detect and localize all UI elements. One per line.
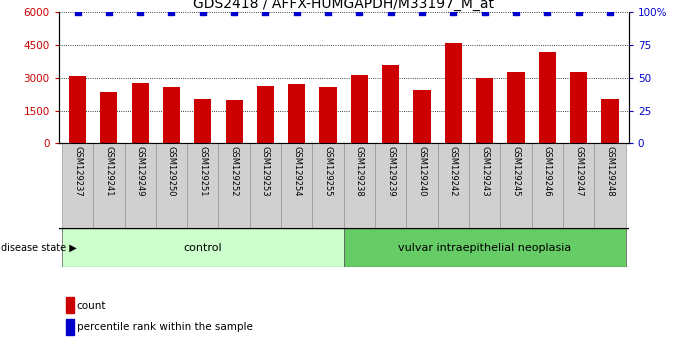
Text: disease state ▶: disease state ▶ <box>1 243 77 253</box>
Bar <box>469 143 500 228</box>
Bar <box>288 84 305 143</box>
Bar <box>413 90 430 143</box>
Bar <box>62 228 344 267</box>
Text: GSM129251: GSM129251 <box>198 146 207 196</box>
Bar <box>563 143 594 228</box>
Bar <box>156 143 187 228</box>
Bar <box>312 143 343 228</box>
Bar <box>194 99 211 143</box>
Title: GDS2418 / AFFX-HUMGAPDH/M33197_M_at: GDS2418 / AFFX-HUMGAPDH/M33197_M_at <box>193 0 494 11</box>
Point <box>104 10 115 15</box>
Point <box>229 10 240 15</box>
Bar <box>531 143 563 228</box>
Bar <box>539 52 556 143</box>
Text: GSM129242: GSM129242 <box>449 146 458 196</box>
Bar <box>476 78 493 143</box>
Text: GSM129240: GSM129240 <box>417 146 426 196</box>
Bar <box>375 143 406 228</box>
Text: GSM129252: GSM129252 <box>229 146 238 196</box>
Bar <box>218 143 250 228</box>
Point <box>385 10 396 15</box>
Text: GSM129241: GSM129241 <box>104 146 113 196</box>
Bar <box>93 143 124 228</box>
Point <box>542 10 553 15</box>
Point <box>260 10 271 15</box>
Text: GSM129248: GSM129248 <box>605 146 614 196</box>
Point <box>72 10 83 15</box>
Text: percentile rank within the sample: percentile rank within the sample <box>77 322 253 332</box>
Bar <box>250 143 281 228</box>
Text: control: control <box>184 243 222 253</box>
Bar <box>187 143 218 228</box>
Bar <box>100 92 117 143</box>
Text: GSM129253: GSM129253 <box>261 146 270 196</box>
Bar <box>500 143 531 228</box>
Bar <box>406 143 437 228</box>
Text: GSM129237: GSM129237 <box>73 146 82 197</box>
Bar <box>445 43 462 143</box>
Bar <box>62 143 93 228</box>
Point <box>511 10 522 15</box>
Text: GSM129243: GSM129243 <box>480 146 489 196</box>
Point <box>573 10 584 15</box>
Text: GSM129247: GSM129247 <box>574 146 583 196</box>
Point <box>292 10 303 15</box>
Text: GSM129239: GSM129239 <box>386 146 395 196</box>
Text: GSM129246: GSM129246 <box>543 146 552 196</box>
Point <box>354 10 365 15</box>
Text: GSM129245: GSM129245 <box>511 146 520 196</box>
Bar <box>319 87 337 143</box>
Point <box>166 10 177 15</box>
Bar <box>69 76 86 143</box>
Bar <box>163 87 180 143</box>
Text: GSM129249: GSM129249 <box>135 146 144 196</box>
Text: GSM129238: GSM129238 <box>355 146 364 197</box>
Bar <box>257 86 274 143</box>
Bar <box>343 143 375 228</box>
Bar <box>382 65 399 143</box>
Bar <box>507 73 524 143</box>
Text: vulvar intraepithelial neoplasia: vulvar intraepithelial neoplasia <box>398 243 571 253</box>
Bar <box>225 100 243 143</box>
Bar <box>343 228 625 267</box>
Point <box>417 10 428 15</box>
Text: GSM129250: GSM129250 <box>167 146 176 196</box>
Point <box>323 10 334 15</box>
Text: GSM129255: GSM129255 <box>323 146 332 196</box>
Point <box>479 10 490 15</box>
Bar <box>281 143 312 228</box>
Bar <box>124 143 156 228</box>
Bar <box>570 73 587 143</box>
Bar <box>351 75 368 143</box>
Bar <box>437 143 469 228</box>
Bar <box>131 83 149 143</box>
Point <box>448 10 459 15</box>
Point <box>198 10 209 15</box>
Text: GSM129254: GSM129254 <box>292 146 301 196</box>
Point <box>135 10 146 15</box>
Bar <box>594 143 625 228</box>
Text: count: count <box>77 301 106 310</box>
Point <box>605 10 616 15</box>
Bar <box>601 99 618 143</box>
